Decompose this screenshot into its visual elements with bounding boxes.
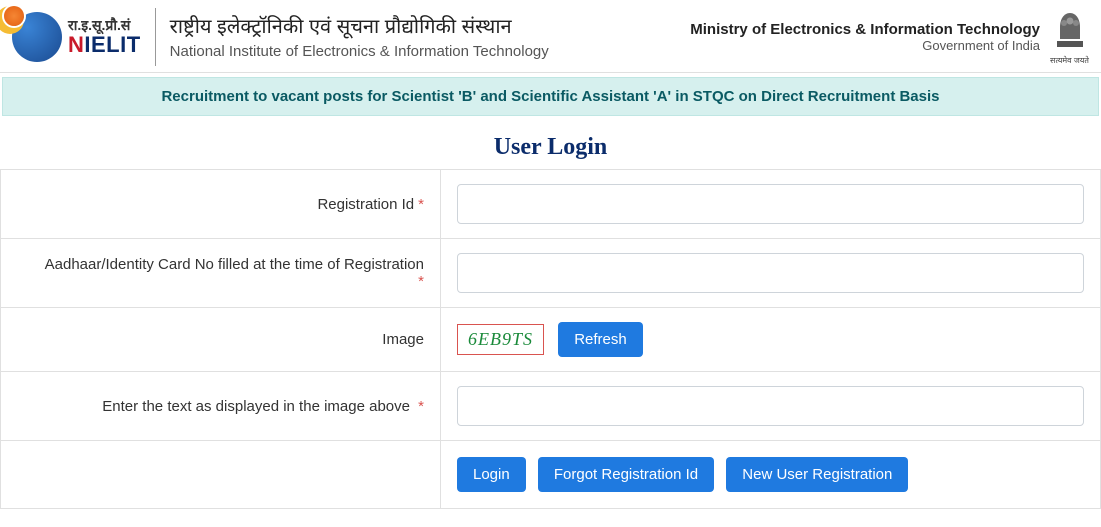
image-label: Image xyxy=(382,331,424,348)
emblem-icon xyxy=(1053,9,1087,53)
emblem-caption: सत्यमेव जयते xyxy=(1050,55,1089,66)
institute-hindi: राष्ट्रीय इलेक्ट्रॉनिकी एवं सूचना प्रौद्… xyxy=(170,13,549,41)
refresh-button[interactable]: Refresh xyxy=(558,322,643,357)
ministry-name: Ministry of Electronics & Information Te… xyxy=(690,21,1040,38)
reg-id-label: Registration Id xyxy=(317,196,414,213)
recruitment-banner: Recruitment to vacant posts for Scientis… xyxy=(2,77,1099,116)
ministry-block: Ministry of Electronics & Information Te… xyxy=(690,21,1040,53)
aadhaar-input[interactable] xyxy=(457,253,1084,293)
captcha-input-cell xyxy=(441,372,1101,441)
page-title: User Login xyxy=(0,134,1101,161)
reg-id-label-cell: Registration Id* xyxy=(1,170,441,239)
captcha-text-label-cell: Enter the text as displayed in the image… xyxy=(1,372,441,441)
new-user-button[interactable]: New User Registration xyxy=(726,457,908,492)
govt-line: Government of India xyxy=(690,38,1040,53)
logo-hindi: रा.इ.सू.प्रौ.सं xyxy=(68,18,141,33)
captcha-input[interactable] xyxy=(457,386,1084,426)
nielit-logo: रा.इ.सू.प्रौ.सं NIELIT xyxy=(12,12,141,62)
institute-english: National Institute of Electronics & Info… xyxy=(170,41,549,62)
button-row: Login Forgot Registration Id New User Re… xyxy=(441,441,1101,509)
logo-letter-n: N xyxy=(68,32,84,57)
aadhaar-input-cell xyxy=(441,239,1101,308)
national-emblem: सत्यमेव जयते xyxy=(1050,9,1089,66)
login-form: Registration Id* Aadhaar/Identity Card N… xyxy=(0,169,1101,509)
required-mark: * xyxy=(418,273,424,290)
logo-text: रा.इ.सू.प्रौ.सं NIELIT xyxy=(68,18,141,56)
login-button[interactable]: Login xyxy=(457,457,526,492)
captcha-cell: 6EB9TS Refresh xyxy=(441,308,1101,372)
institute-name: राष्ट्रीय इलेक्ट्रॉनिकी एवं सूचना प्रौद्… xyxy=(170,13,549,62)
captcha-image: 6EB9TS xyxy=(457,324,544,355)
aadhaar-label-cell: Aadhaar/Identity Card No filled at the t… xyxy=(1,239,441,308)
divider xyxy=(155,8,156,66)
reg-id-input[interactable] xyxy=(457,184,1084,224)
header: रा.इ.सू.प्रौ.सं NIELIT राष्ट्रीय इलेक्ट्… xyxy=(0,0,1101,73)
forgot-reg-button[interactable]: Forgot Registration Id xyxy=(538,457,714,492)
globe-icon xyxy=(12,12,62,62)
required-mark: * xyxy=(418,398,424,415)
reg-id-input-cell xyxy=(441,170,1101,239)
empty-cell xyxy=(1,441,441,509)
captcha-text-label: Enter the text as displayed in the image… xyxy=(102,398,410,415)
required-mark: * xyxy=(418,196,424,213)
logo-english: NIELIT xyxy=(68,33,141,56)
image-label-cell: Image xyxy=(1,308,441,372)
logo-rest: IELIT xyxy=(84,32,140,57)
aadhaar-label: Aadhaar/Identity Card No filled at the t… xyxy=(45,256,424,273)
